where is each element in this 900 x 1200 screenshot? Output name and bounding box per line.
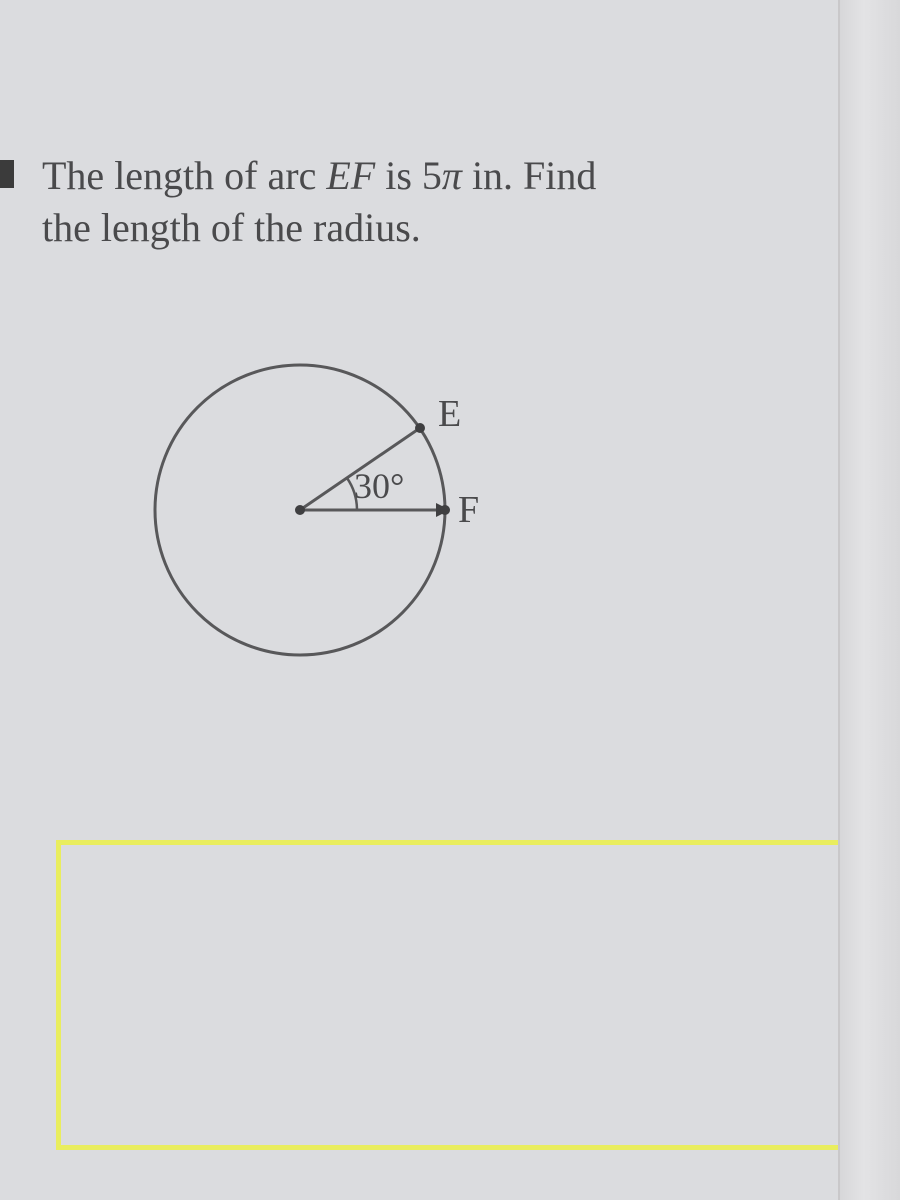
problem-text-part: is 5 xyxy=(375,153,442,198)
pi-symbol: π xyxy=(442,153,462,198)
label-F: F xyxy=(458,489,479,531)
problem-text-line2: the length of the radius. xyxy=(42,205,421,250)
page-surface: The length of arc EF is 5π in. Find the … xyxy=(0,0,840,1200)
answer-box[interactable] xyxy=(56,840,846,1150)
page-right-edge xyxy=(838,0,900,1200)
problem-text-part: in. Find xyxy=(462,153,596,198)
problem-statement: The length of arc EF is 5π in. Find the … xyxy=(42,150,822,254)
center-point xyxy=(295,505,305,515)
circle-diagram: E 30° F xyxy=(120,330,540,690)
arc-label: EF xyxy=(326,153,375,198)
problem-text-part: The length of arc xyxy=(42,153,326,198)
point-F-dot xyxy=(440,505,450,515)
label-E: E xyxy=(438,393,461,435)
point-E-dot xyxy=(415,423,425,433)
label-angle: 30° xyxy=(354,466,404,506)
left-margin-tick xyxy=(0,160,14,188)
